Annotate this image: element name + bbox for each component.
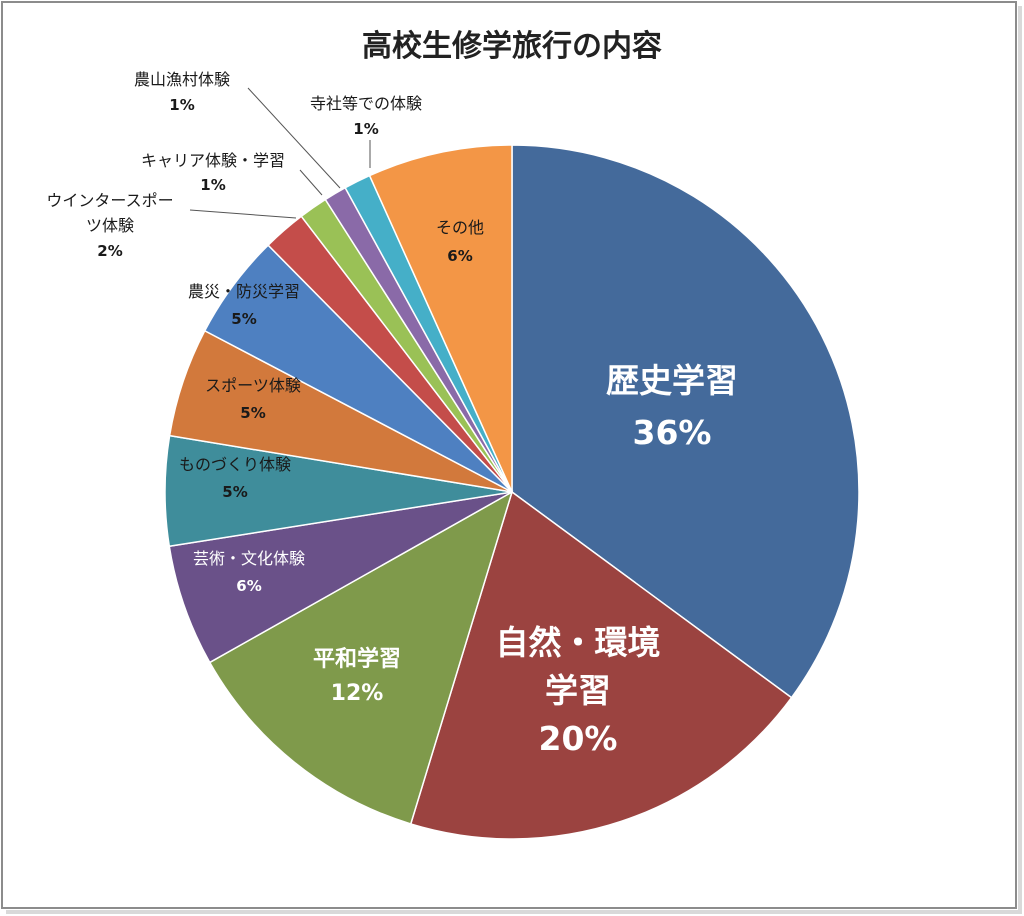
slice-label-line: ものづくり体験 [179, 455, 291, 474]
slice-percent-label: 5% [240, 404, 265, 422]
slice-label-line: ウインタースポー [46, 191, 173, 210]
slice-label-line: 平和学習 [313, 646, 401, 672]
slice-label: 寺社等での体験 [310, 94, 422, 113]
slice-percent-label: 20% [539, 719, 618, 758]
leader-line [299, 169, 323, 196]
pie-slice [409, 490, 793, 840]
slice-label-line: 芸術・文化体験 [193, 549, 305, 568]
slice-label-line: スポーツ体験 [205, 376, 301, 395]
pie-slice [208, 490, 514, 825]
chart-title: 高校生修学旅行の内容 [362, 29, 662, 64]
slice-percent-label: 12% [331, 681, 384, 706]
slice-label-line: 農山漁村体験 [134, 70, 230, 89]
slice-label-line: 歴史学習 [606, 361, 738, 400]
slice-label-line: その他 [436, 218, 484, 237]
slice-label-line: 農災・防災学習 [188, 282, 300, 301]
slice-label: ウインタースポーツ体験 [46, 191, 173, 235]
slice-percent-label: 5% [231, 310, 256, 328]
pie-slice [511, 144, 860, 699]
slice-percent-label: 1% [200, 176, 225, 194]
pie-slice [368, 144, 513, 493]
slice-percent-label: 6% [236, 577, 261, 595]
slice-percent-label: 1% [169, 96, 194, 114]
slice-label: 芸術・文化体験 [193, 549, 305, 568]
slice-label: その他 [436, 218, 484, 237]
slice-label-line: キャリア体験・学習 [141, 151, 285, 170]
slice-label: キャリア体験・学習 [141, 151, 285, 170]
slice-label: 歴史学習 [606, 361, 738, 400]
slice-label: 農山漁村体験 [134, 70, 230, 89]
slice-label: スポーツ体験 [205, 376, 301, 395]
slice-label-line: 学習 [545, 671, 611, 710]
slice-percent-label: 36% [633, 413, 712, 452]
slice-percent-label: 6% [447, 247, 472, 265]
slice-label: 平和学習 [313, 646, 401, 672]
leader-line [247, 87, 341, 189]
slice-label-line: 寺社等での体験 [310, 94, 422, 113]
slice-label: 農災・防災学習 [188, 282, 300, 301]
slice-label: ものづくり体験 [179, 455, 291, 474]
slice-label: 自然・環境学習 [496, 623, 661, 710]
leader-line [189, 209, 297, 219]
slice-label-line: 自然・環境 [496, 623, 661, 662]
slice-label-line: ツ体験 [86, 216, 134, 235]
slice-percent-label: 5% [222, 483, 247, 501]
slice-percent-label: 1% [353, 120, 378, 138]
slice-percent-label: 2% [97, 242, 122, 260]
